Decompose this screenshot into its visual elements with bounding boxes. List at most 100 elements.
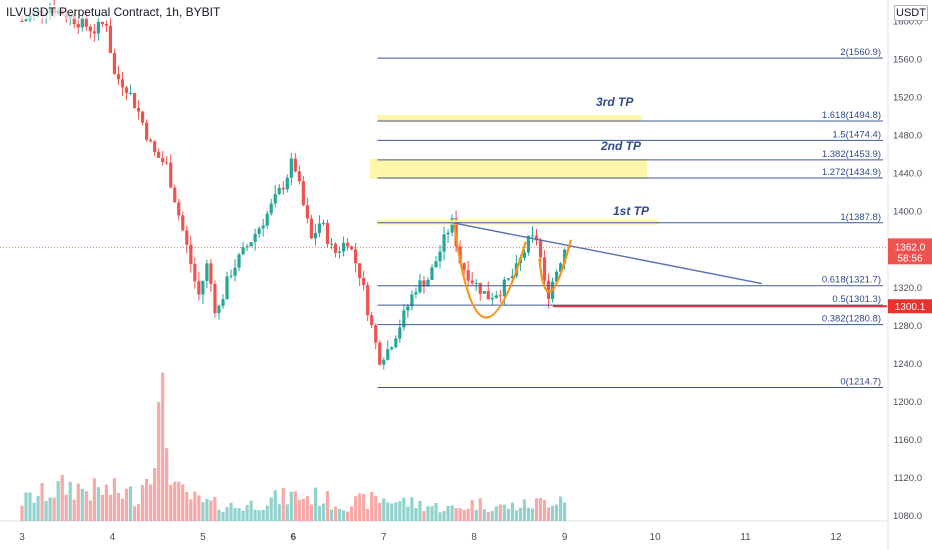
volume-bar bbox=[213, 496, 217, 521]
volume-bar bbox=[153, 468, 157, 521]
volume-bar bbox=[60, 474, 64, 521]
price-axis-panel bbox=[888, 0, 932, 550]
volume-bar bbox=[149, 484, 153, 521]
x-tick-label: 5 bbox=[200, 532, 206, 543]
target-zone bbox=[377, 219, 659, 225]
y-tick-label: 1600.0 bbox=[893, 16, 922, 27]
volume-bar bbox=[165, 448, 169, 521]
volume-bar bbox=[96, 487, 100, 521]
volume-bar bbox=[442, 510, 446, 521]
candle-body bbox=[213, 283, 217, 314]
y-tick-label: 1320.0 bbox=[893, 283, 922, 294]
candle-body bbox=[237, 254, 241, 268]
candle-body bbox=[84, 17, 88, 27]
volume-bar bbox=[414, 508, 418, 521]
candle-body bbox=[345, 242, 350, 247]
candle-body bbox=[229, 275, 233, 277]
candle-body bbox=[88, 26, 92, 32]
candle-body bbox=[394, 338, 398, 348]
x-tick-label: 12 bbox=[830, 532, 842, 543]
volume-bar bbox=[293, 491, 297, 521]
volume-bar bbox=[116, 492, 121, 521]
volume-bar bbox=[173, 481, 177, 521]
volume-bar bbox=[68, 481, 72, 521]
volume-bar bbox=[402, 497, 406, 521]
candle-body bbox=[209, 263, 213, 284]
volume-bar bbox=[398, 501, 402, 521]
volume-bar bbox=[52, 497, 56, 521]
candle-body bbox=[486, 291, 490, 300]
candle-body bbox=[116, 73, 121, 80]
y-tick-label: 1160.0 bbox=[894, 435, 922, 446]
volume-bar bbox=[374, 495, 378, 521]
candle-body bbox=[153, 141, 157, 153]
candle-body bbox=[157, 152, 161, 158]
candle-body bbox=[76, 23, 80, 28]
candle-body bbox=[470, 280, 474, 284]
candle-body bbox=[273, 194, 277, 204]
volume-bar bbox=[161, 372, 165, 521]
candle-body bbox=[149, 139, 153, 142]
volume-bar bbox=[285, 504, 289, 521]
volume-group bbox=[20, 372, 567, 521]
volume-bar bbox=[458, 508, 462, 521]
volume-bar bbox=[502, 504, 506, 521]
candle-body bbox=[542, 257, 547, 281]
volume-bar bbox=[555, 504, 559, 521]
candle-body bbox=[510, 275, 514, 279]
volume-bar bbox=[333, 506, 338, 521]
candle-body bbox=[245, 246, 249, 248]
volume-bar bbox=[297, 499, 301, 521]
candle-body bbox=[430, 267, 434, 280]
candle-body bbox=[378, 342, 382, 365]
candle-body bbox=[402, 310, 406, 328]
candle-body bbox=[80, 17, 84, 28]
candle-body bbox=[474, 282, 478, 284]
candle-body bbox=[321, 222, 326, 224]
cup-pattern-curve bbox=[453, 224, 527, 319]
candle-body bbox=[140, 111, 145, 123]
fib-level-label: 0.618(1321.7) bbox=[822, 275, 881, 286]
candle-body bbox=[538, 240, 543, 258]
candle-body bbox=[108, 25, 113, 54]
candle-body bbox=[161, 157, 165, 163]
target-label: 2nd TP bbox=[600, 139, 642, 153]
candle-body bbox=[350, 246, 354, 250]
candle-body bbox=[120, 79, 125, 88]
volume-bar bbox=[390, 503, 394, 521]
candle-body bbox=[462, 263, 466, 271]
volume-bar bbox=[136, 503, 141, 521]
target-zone bbox=[377, 115, 642, 122]
currency-badge[interactable]: USDT bbox=[894, 5, 928, 21]
volume-bar bbox=[358, 493, 362, 521]
y-tick-label: 1400.0 bbox=[893, 207, 922, 218]
descending-trendline bbox=[451, 221, 762, 285]
fib-level-label: 1.382(1453.9) bbox=[822, 149, 881, 160]
volume-bar bbox=[205, 498, 209, 521]
fib-level-label: 0.5(1301.3) bbox=[832, 294, 881, 305]
candle-body bbox=[482, 291, 486, 294]
candle-body bbox=[221, 299, 225, 306]
volume-bar bbox=[132, 506, 137, 521]
candle-body bbox=[104, 24, 109, 26]
volume-bar bbox=[466, 508, 470, 521]
candle-body bbox=[410, 294, 414, 307]
volume-bar bbox=[193, 491, 197, 521]
volume-bar bbox=[249, 500, 253, 521]
volume-bar bbox=[253, 509, 257, 521]
handle-pattern-curve bbox=[538, 239, 573, 293]
candle-body bbox=[317, 223, 322, 233]
volume-bar bbox=[120, 498, 125, 521]
candle-body bbox=[136, 107, 141, 112]
fib-level-label: 1.5(1474.4) bbox=[832, 129, 881, 140]
x-tick-label: 3 bbox=[19, 532, 25, 543]
candle-body bbox=[165, 162, 169, 164]
volume-bar bbox=[56, 481, 60, 521]
candle-body bbox=[478, 282, 482, 294]
x-tick-label: 4 bbox=[110, 532, 116, 543]
volume-bar bbox=[329, 509, 334, 521]
volume-bar bbox=[169, 484, 173, 521]
candle-body bbox=[225, 276, 229, 300]
volume-bar bbox=[281, 487, 285, 521]
